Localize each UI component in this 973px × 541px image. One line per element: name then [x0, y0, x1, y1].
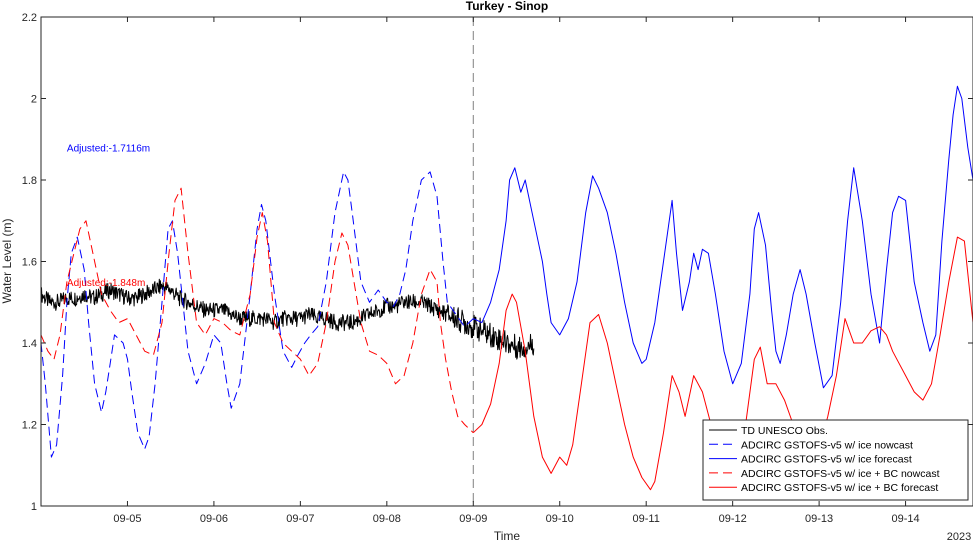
- x-axis-label: Time: [494, 529, 521, 541]
- y-tick-label: 2: [31, 94, 37, 106]
- y-tick-label: 1.6: [22, 257, 37, 269]
- y-tick-label: 1.4: [22, 338, 37, 350]
- y-tick-label: 1.8: [22, 175, 37, 187]
- x-tick-label: 09-09: [459, 513, 487, 525]
- series-line-2: [41, 171, 474, 458]
- chart-title: Turkey - Sinop: [466, 0, 548, 13]
- x-tick-label: 09-13: [805, 513, 833, 525]
- series-line-4: [41, 187, 474, 434]
- legend-label-5: ADCIRC GSTOFS-v5 w/ ice + BC forecast: [741, 482, 938, 494]
- x-tick-label: 09-11: [633, 513, 660, 525]
- x-tick-label: 09-12: [719, 513, 747, 525]
- series-line-3: [473, 85, 973, 389]
- x-tick-label: 09-08: [373, 513, 401, 525]
- legend-label-1: TD UNESCO Obs.: [741, 425, 828, 437]
- legend-label-3: ADCIRC GSTOFS-v5 w/ ice forecast: [741, 454, 912, 466]
- annotation-2: Adjusted:-1.848m: [67, 278, 145, 289]
- x-tick-label: 09-06: [200, 513, 228, 525]
- y-tick-label: 1: [31, 501, 37, 513]
- legend-label-4: ADCIRC GSTOFS-v5 w/ ice + BC nowcast: [741, 468, 940, 480]
- year-label: 2023: [947, 531, 971, 541]
- legend: TD UNESCO Obs. ADCIRC GSTOFS-v5 w/ ice no…: [702, 419, 969, 501]
- legend-box: [702, 419, 969, 501]
- y-axis-label: Water Level (m): [0, 219, 14, 304]
- legend-label-2: ADCIRC GSTOFS-v5 w/ ice nowcast: [741, 439, 913, 451]
- x-tick-label: 09-07: [286, 513, 314, 525]
- x-tick-label: 09-05: [113, 513, 141, 525]
- annotation-1: Adjusted:-1.7116m: [67, 143, 150, 154]
- x-tick-label: 09-14: [891, 513, 919, 525]
- y-tick-label: 2.2: [22, 12, 37, 24]
- y-tick-label: 1.2: [22, 420, 37, 432]
- series-line-1: [41, 278, 535, 360]
- x-tick-label: 09-10: [546, 513, 574, 525]
